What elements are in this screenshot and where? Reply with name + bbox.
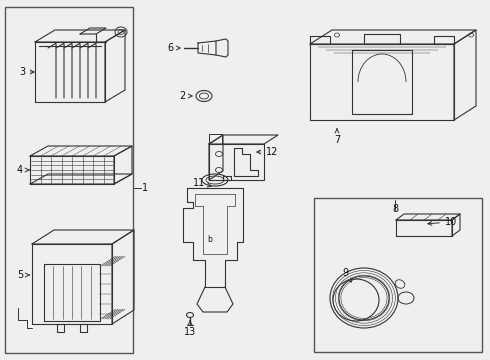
Text: b: b bbox=[207, 235, 212, 244]
Bar bbox=[314, 198, 482, 352]
Text: 3: 3 bbox=[19, 67, 34, 77]
Bar bbox=[5, 7, 133, 353]
Text: 7: 7 bbox=[334, 129, 340, 145]
Text: 6: 6 bbox=[167, 43, 180, 53]
Text: 13: 13 bbox=[184, 321, 196, 337]
Text: 1: 1 bbox=[142, 183, 148, 193]
Text: 12: 12 bbox=[257, 147, 278, 157]
Text: 10: 10 bbox=[428, 217, 457, 227]
Text: 9: 9 bbox=[342, 268, 351, 282]
Text: 8: 8 bbox=[392, 204, 398, 214]
Text: 2: 2 bbox=[179, 91, 192, 101]
Text: 4: 4 bbox=[17, 165, 29, 175]
Text: 11: 11 bbox=[193, 178, 211, 188]
Text: 5: 5 bbox=[17, 270, 29, 280]
